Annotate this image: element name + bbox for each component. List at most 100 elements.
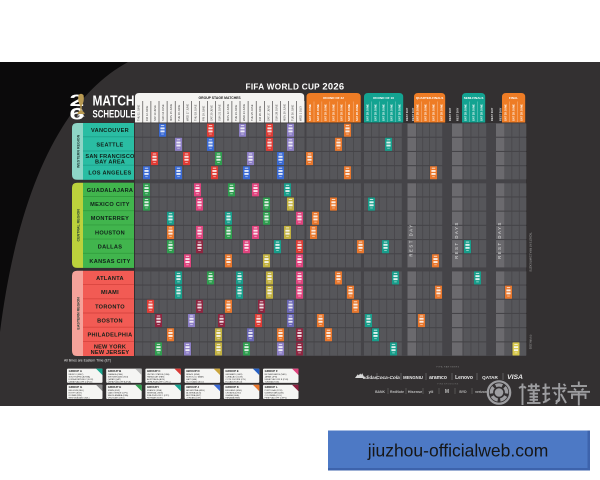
svg-text:MEXICO (MEX): MEXICO (MEX) bbox=[69, 374, 84, 376]
svg-text:BAY AREA: BAY AREA bbox=[95, 160, 125, 166]
svg-text:GROUP H: GROUP H bbox=[108, 385, 121, 389]
svg-text:BYD: BYD bbox=[459, 390, 467, 394]
svg-text:SAT 28 JUNE: SAT 28 JUNE bbox=[308, 104, 312, 121]
svg-text:PANAMA (PAN): PANAMA (PAN) bbox=[225, 397, 240, 400]
svg-text:MONTERREY: MONTERREY bbox=[91, 216, 129, 222]
svg-text:Lenovo: Lenovo bbox=[455, 375, 473, 381]
svg-text:SAT 28 JUNE: SAT 28 JUNE bbox=[365, 104, 369, 121]
svg-text:SAT 28 JUNE: SAT 28 JUNE bbox=[397, 104, 401, 121]
svg-text:FRI 26 JUNE: FRI 26 JUNE bbox=[258, 105, 262, 121]
svg-text:SAT 28 JUNE: SAT 28 JUNE bbox=[316, 104, 320, 121]
svg-text:ARGENTINA (ARG): ARGENTINA (ARG) bbox=[186, 389, 205, 392]
svg-text:IR IRAN (IRN): IR IRAN (IRN) bbox=[69, 394, 82, 397]
svg-text:PHILADELPHIA: PHILADELPHIA bbox=[88, 333, 133, 339]
svg-text:TUE 30 JUNE: TUE 30 JUNE bbox=[291, 104, 295, 121]
svg-text:MON 15 JUNE: MON 15 JUNE bbox=[169, 104, 173, 121]
svg-text:GROUP D: GROUP D bbox=[186, 369, 199, 373]
svg-text:REST DAY: REST DAY bbox=[411, 107, 415, 121]
svg-text:MOROCCO (MAR): MOROCCO (MAR) bbox=[186, 376, 204, 379]
svg-text:GROUP J: GROUP J bbox=[186, 385, 199, 389]
svg-text:ATLANTA: ATLANTA bbox=[96, 276, 124, 282]
svg-text:NEW JERSEY: NEW JERSEY bbox=[91, 350, 130, 356]
svg-text:SEMI-FINALS: SEMI-FINALS bbox=[464, 96, 484, 100]
svg-text:ECUADOR (ECU): ECUADOR (ECU) bbox=[225, 381, 242, 384]
svg-text:ROUND OF 16: ROUND OF 16 bbox=[373, 96, 394, 100]
svg-text:NEW YORK: NEW YORK bbox=[94, 344, 126, 350]
svg-text:SAT 28 JUNE: SAT 28 JUNE bbox=[389, 104, 393, 121]
svg-text:yili: yili bbox=[429, 390, 434, 394]
svg-text:FIFA PARTNERS: FIFA PARTNERS bbox=[436, 366, 459, 369]
svg-text:FRI 19 JUNE: FRI 19 JUNE bbox=[202, 105, 206, 121]
svg-text:Hisense: Hisense bbox=[408, 390, 423, 394]
svg-text:WED 1 JULY: WED 1 JULY bbox=[299, 106, 303, 121]
svg-text:CANADA (CAN): CANADA (CAN) bbox=[108, 373, 123, 376]
svg-text:SAT 28 JUNE: SAT 28 JUNE bbox=[381, 104, 385, 121]
svg-text:SAT 28 JUNE: SAT 28 JUNE bbox=[347, 104, 351, 121]
svg-text:SAT 27 JUNE: SAT 27 JUNE bbox=[266, 105, 270, 121]
svg-text:SENEGAL (SEN): SENEGAL (SEN) bbox=[147, 392, 163, 395]
svg-text:ALGERIA (ALG): ALGERIA (ALG) bbox=[186, 392, 201, 395]
svg-text:HOUSTON: HOUSTON bbox=[95, 230, 125, 236]
svg-text:REST DAY: REST DAY bbox=[405, 107, 409, 121]
svg-text:SAT 28 JUNE: SAT 28 JUNE bbox=[339, 104, 343, 121]
svg-text:REST DAY: REST DAY bbox=[490, 107, 494, 121]
svg-text:SAT 28 JUNE: SAT 28 JUNE bbox=[423, 104, 427, 121]
svg-text:UNITED STATES (USA): UNITED STATES (USA) bbox=[147, 373, 170, 376]
svg-text:THU 25 JUNE: THU 25 JUNE bbox=[250, 104, 254, 121]
svg-text:BRAZIL (BRA): BRAZIL (BRA) bbox=[186, 373, 200, 376]
svg-text:adidas: adidas bbox=[363, 375, 378, 380]
svg-text:KANSAS CITY: KANSAS CITY bbox=[89, 259, 130, 265]
svg-text:SEATTLE: SEATTLE bbox=[96, 142, 123, 148]
svg-text:SAT 28 JUNE: SAT 28 JUNE bbox=[519, 104, 523, 121]
svg-text:GHANA (GHA): GHANA (GHA) bbox=[225, 394, 239, 397]
svg-text:SAT 28 JUNE: SAT 28 JUNE bbox=[373, 104, 377, 121]
svg-text:UEFA PLAY-OFF D (PLD): UEFA PLAY-OFF D (PLD) bbox=[69, 381, 93, 384]
svg-text:SAT 28 JUNE: SAT 28 JUNE bbox=[511, 104, 515, 121]
svg-text:SUN 14 JUNE: SUN 14 JUNE bbox=[161, 104, 165, 121]
svg-text:BANK: BANK bbox=[375, 390, 385, 394]
svg-text:SCHEDULE: SCHEDULE bbox=[93, 109, 136, 121]
svg-text:NEW ZEALAND (NZL): NEW ZEALAND (NZL) bbox=[69, 397, 90, 400]
svg-text:SCOTLAND (SCO): SCOTLAND (SCO) bbox=[186, 381, 204, 384]
svg-text:SAT 13 JUNE: SAT 13 JUNE bbox=[153, 105, 157, 121]
svg-text:LOS ANGELES: LOS ANGELES bbox=[88, 171, 131, 177]
svg-text:JORDAN (JOR): JORDAN (JOR) bbox=[186, 397, 201, 400]
svg-text:TUE 16 JUNE: TUE 16 JUNE bbox=[177, 104, 181, 121]
svg-text:FRANCE (FRA): FRANCE (FRA) bbox=[147, 389, 162, 392]
svg-text:VISA: VISA bbox=[507, 374, 523, 381]
svg-text:VANCOUVER: VANCOUVER bbox=[91, 128, 129, 134]
svg-text:NETHERLANDS (NED): NETHERLANDS (NED) bbox=[265, 373, 287, 376]
svg-text:GROUP A: GROUP A bbox=[69, 369, 83, 373]
svg-text:SAT 28 JUNE: SAT 28 JUNE bbox=[471, 104, 475, 121]
svg-text:ENGLAND (ENG): ENGLAND (ENG) bbox=[225, 389, 242, 392]
svg-text:MIAMI: MIAMI bbox=[101, 290, 119, 296]
svg-text:MON 29 JUNE: MON 29 JUNE bbox=[283, 104, 287, 121]
svg-text:SAT 28 JUNE: SAT 28 JUNE bbox=[431, 104, 435, 121]
svg-text:BOSTON: BOSTON bbox=[97, 319, 123, 325]
svg-text:RedNote: RedNote bbox=[390, 390, 404, 394]
svg-text:SAT 28 JUNE: SAT 28 JUNE bbox=[324, 104, 328, 121]
svg-text:UEFA PLAY-OFF B (PLB): UEFA PLAY-OFF B (PLB) bbox=[265, 378, 289, 381]
svg-text:THU 18 JUNE: THU 18 JUNE bbox=[193, 104, 197, 121]
svg-text:FIFA SPONSORS: FIFA SPONSORS bbox=[437, 383, 458, 386]
svg-text:GROUP K: GROUP K bbox=[225, 385, 239, 389]
svg-text:WESTERN REGION: WESTERN REGION bbox=[77, 134, 81, 168]
svg-text:GROUP F: GROUP F bbox=[265, 369, 278, 373]
svg-text:All times are Eastern Time (ET: All times are Eastern Time (ET) bbox=[64, 359, 111, 363]
svg-text:REST DAY: REST DAY bbox=[409, 223, 414, 256]
svg-text:SAUDI ARABIA (KSA): SAUDI ARABIA (KSA) bbox=[108, 394, 129, 397]
svg-text:FIFA: FIFA bbox=[78, 114, 86, 118]
svg-text:SAT 28 JUNE: SAT 28 JUNE bbox=[479, 104, 483, 121]
svg-text:TUNISIA (TUN): TUNISIA (TUN) bbox=[265, 381, 280, 384]
svg-text:FIFA PLAY-OFF 2 (FP2): FIFA PLAY-OFF 2 (FP2) bbox=[265, 397, 287, 400]
svg-text:PORTUGAL (POR): PORTUGAL (POR) bbox=[265, 389, 283, 392]
svg-text:PARAGUAY (PAR): PARAGUAY (PAR) bbox=[147, 376, 165, 379]
svg-text:FINAL: FINAL bbox=[509, 96, 518, 100]
svg-text:AUSTRIA (AUT): AUSTRIA (AUT) bbox=[186, 394, 201, 397]
svg-text:GUADALAJARA: GUADALAJARA bbox=[87, 188, 134, 194]
svg-text:WED 24 JUNE: WED 24 JUNE bbox=[242, 104, 246, 121]
svg-text:URUGUAY (URU): URUGUAY (URU) bbox=[108, 397, 125, 400]
svg-text:SAT 28 JUNE: SAT 28 JUNE bbox=[439, 104, 443, 121]
svg-text:DALLAS: DALLAS bbox=[98, 245, 122, 251]
svg-text:SAT 20 JUNE: SAT 20 JUNE bbox=[210, 105, 214, 121]
